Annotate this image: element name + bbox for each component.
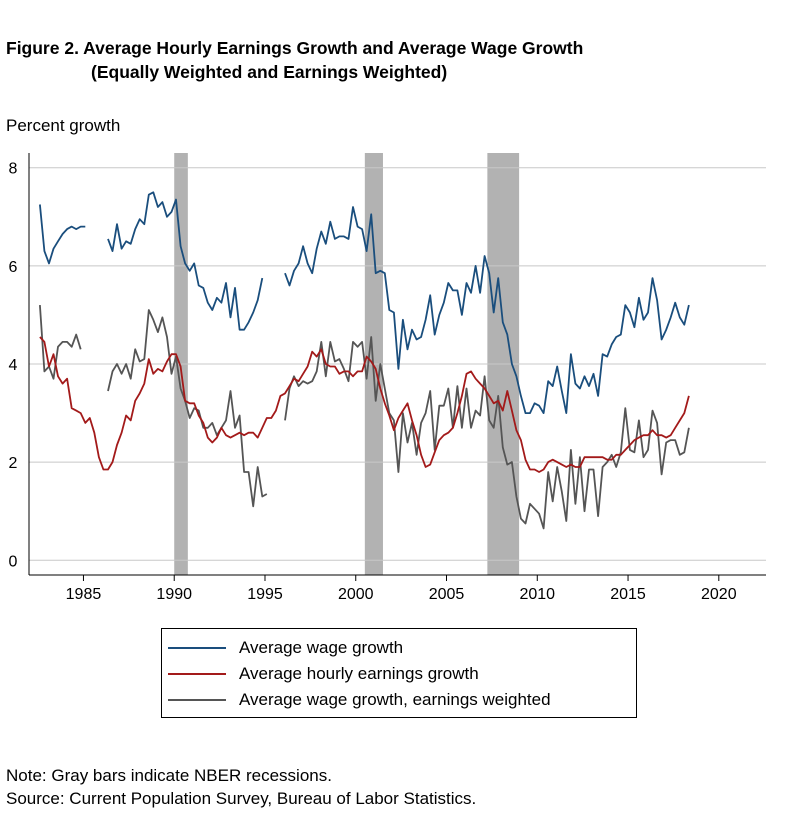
x-tick-label-1985: 1985	[66, 586, 102, 603]
y-axis-unit-label: Percent growth	[6, 116, 121, 135]
x-tick-label-2010: 2010	[519, 586, 555, 603]
line-chart: 0 2 4 6 8 1985 1990 1995 2000 2005 2010 2015 2020	[9, 153, 766, 603]
series-line-average-wage-growth-segment-3	[284, 206, 690, 415]
series-line-average-hourly-earnings-growth-segment-1	[39, 336, 690, 473]
y-tick-label-8: 8	[9, 161, 18, 178]
y-tick-label-6: 6	[9, 259, 18, 276]
x-tick-label-1995: 1995	[247, 586, 283, 603]
x-tick-label-2005: 2005	[429, 586, 465, 603]
series-line-average-wage-growth-earnings-weighted-segment-1	[39, 305, 82, 380]
figure-title-line1: Figure 2. Average Hourly Earnings Growth…	[6, 38, 584, 58]
legend-label-average-hourly-earnings-growth: Average hourly earnings growth	[239, 664, 479, 683]
series-line-average-wage-growth-segment-1	[39, 204, 86, 265]
legend-swatch-average-wage-growth	[168, 647, 226, 649]
series-line-average-wage-growth-earnings-weighted-segment-2	[107, 309, 268, 508]
x-tick-label-2000: 2000	[338, 586, 374, 603]
y-tick-label-4: 4	[9, 357, 18, 374]
legend-swatch-earnings-weighted	[168, 699, 226, 701]
legend-label-average-wage-growth: Average wage growth	[239, 638, 404, 657]
figure-title: Figure 2. Average Hourly Earnings Growth…	[6, 36, 583, 84]
y-tick-label-0: 0	[9, 553, 18, 570]
note-text: Note: Gray bars indicate NBER recessions…	[6, 766, 332, 785]
chart-legend: Average wage growth Average hourly earni…	[161, 628, 637, 718]
legend-swatch-average-hourly-earnings-growth	[168, 673, 226, 675]
legend-item-average-wage-growth: Average wage growth	[168, 636, 403, 660]
figure-title-line2: (Equally Weighted and Earnings Weighted)	[91, 62, 448, 82]
legend-item-average-hourly-earnings-growth: Average hourly earnings growth	[168, 662, 479, 686]
x-tick-label-2015: 2015	[610, 586, 646, 603]
figure-notes: Note: Gray bars indicate NBER recessions…	[6, 764, 476, 810]
legend-label-earnings-weighted: Average wage growth, earnings weighted	[239, 690, 551, 709]
series-line-average-wage-growth-segment-2	[107, 191, 264, 331]
legend-item-earnings-weighted: Average wage growth, earnings weighted	[168, 688, 551, 712]
series-line-average-wage-growth-earnings-weighted-segment-3	[284, 336, 690, 530]
x-tick-label-2020: 2020	[701, 586, 737, 603]
x-tick-label-1990: 1990	[156, 586, 192, 603]
y-tick-label-2: 2	[9, 455, 18, 472]
source-text: Source: Current Population Survey, Burea…	[6, 789, 477, 808]
